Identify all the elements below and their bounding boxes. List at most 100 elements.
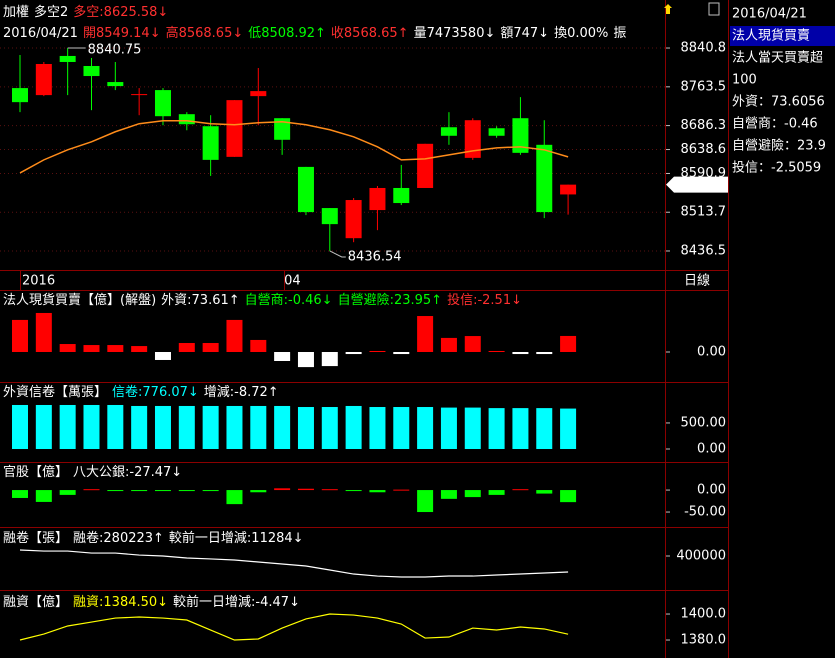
text-segment: 融資【億】	[3, 594, 68, 610]
candle-body	[107, 82, 124, 87]
bar	[417, 316, 434, 353]
bar	[464, 490, 481, 498]
bar	[393, 352, 410, 355]
panel-title: 法人現貨買賣【億】(解盤) 外資:73.61↑ 自營商:-0.46↓ 自營避險:23.…	[3, 292, 522, 308]
text-segment: 外資信卷【萬張】	[3, 384, 107, 400]
bar	[512, 408, 529, 450]
bar	[560, 408, 577, 450]
candle-body	[35, 63, 52, 96]
bar	[297, 352, 314, 368]
candle-body	[178, 114, 195, 125]
panel-title: 融卷【張】 融卷:280223↑ 較前一日增減:11284↓	[3, 530, 304, 546]
y-tick-label: -50.00	[684, 505, 726, 520]
text-segment: 融資:1384.50↓	[73, 595, 168, 610]
bar	[226, 405, 243, 450]
bar	[83, 345, 100, 353]
moving-average	[19, 119, 569, 174]
candle-body	[488, 128, 505, 136]
y-tick-label: 0.00	[697, 442, 726, 457]
y-tick-label: 0.00	[697, 345, 726, 360]
bar	[202, 405, 219, 450]
sidebar-item: 2016/04/21	[732, 7, 807, 22]
y-tick-label: 1380.0	[681, 633, 727, 648]
bar	[369, 490, 386, 493]
text-segment: 振	[613, 26, 626, 41]
text-segment: 法人現貨買賣【億】(解盤)	[3, 292, 156, 308]
sidebar-item: 自營商：-0.46	[732, 117, 818, 132]
y-tick-label: 0.00	[697, 483, 726, 498]
x-tick-label: 04	[284, 274, 301, 289]
bar	[560, 335, 577, 353]
y-tick-label: 8686.3	[681, 118, 727, 133]
header-quote: 2016/04/21 開8549.14↓ 高8568.65↓ 低8508.92↑ 收85…	[3, 25, 626, 41]
bar	[154, 490, 171, 492]
bar	[536, 352, 553, 355]
bar	[417, 490, 434, 513]
bar	[417, 407, 434, 450]
bar	[536, 490, 553, 494]
bar	[321, 489, 338, 491]
y-tick-label: 8763.5	[681, 79, 727, 94]
annotation-leader	[329, 250, 346, 258]
bar	[488, 350, 505, 353]
y-tick-label: 8840.8	[681, 41, 727, 56]
candle-body	[154, 90, 171, 117]
bar	[369, 350, 386, 353]
candle-body	[393, 187, 410, 204]
text-segment: 外資:73.61↑	[161, 293, 240, 308]
bar	[297, 488, 314, 491]
bar	[131, 405, 148, 450]
bar	[274, 352, 291, 361]
annotation: 8840.75	[88, 43, 142, 58]
text-segment: 信卷:776.07↓	[112, 384, 199, 400]
bar	[12, 404, 28, 450]
bar	[202, 490, 219, 492]
last-price-label: 8568.7	[682, 177, 728, 192]
panel-title: 融資【億】 融資:1384.50↓ 較前一日增減:-4.47↓	[3, 594, 300, 610]
text-segment: 換0.00%	[554, 26, 608, 41]
bar	[226, 319, 243, 353]
bar	[154, 352, 171, 360]
sidebar-highlight	[730, 26, 835, 46]
bar	[35, 312, 52, 353]
text-segment: 投信:-2.51↓	[447, 292, 522, 308]
bar	[226, 490, 243, 505]
bar	[464, 407, 481, 450]
bar	[59, 344, 76, 353]
bar	[59, 404, 76, 450]
candle-body	[12, 88, 28, 103]
bar	[83, 404, 100, 450]
bar	[345, 405, 362, 450]
bar	[83, 489, 100, 491]
bar	[321, 352, 338, 367]
bar	[440, 337, 457, 353]
candle-body	[560, 184, 577, 195]
text-segment: 增減:-8.72↑	[204, 384, 279, 400]
candle-body	[297, 166, 314, 213]
bar	[12, 319, 28, 353]
text-segment: 量7473580↓	[414, 26, 496, 41]
sidebar-item: 法人當天買賣超	[732, 51, 823, 66]
candle-body	[321, 208, 338, 225]
text-segment: 官股【億】	[3, 464, 68, 480]
text-segment: 額747↓	[500, 26, 549, 41]
panel-title: 官股【億】 八大公銀:-27.47↓	[3, 464, 182, 480]
bar	[512, 352, 529, 355]
bar	[512, 489, 529, 491]
candle-body	[464, 120, 481, 158]
candle-body	[226, 100, 243, 157]
bar	[250, 490, 267, 493]
bar	[393, 489, 410, 491]
candle-body	[250, 91, 267, 97]
window-icon[interactable]	[708, 2, 720, 16]
scroll-icon[interactable]	[664, 4, 672, 14]
candle-body	[131, 94, 148, 96]
text-segment: 融卷:280223↑	[73, 530, 164, 546]
y-tick-label: 400000	[676, 549, 726, 564]
candle-body	[202, 126, 219, 160]
bar	[488, 408, 505, 450]
text-segment: 自營避險:23.95↑	[338, 293, 443, 308]
bar	[107, 345, 124, 353]
candle-body	[512, 118, 529, 153]
